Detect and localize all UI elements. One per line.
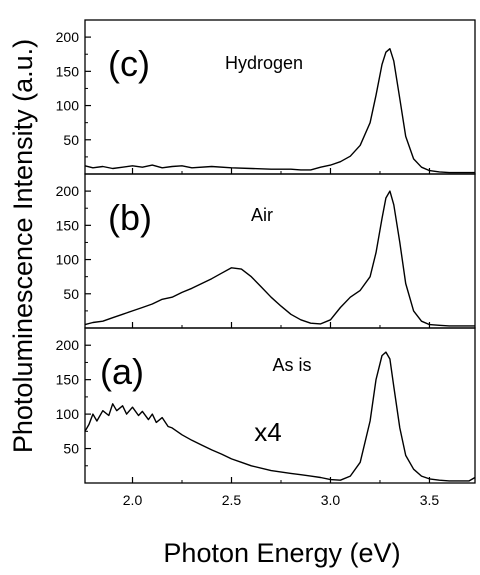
y-tick-label: 200 — [56, 337, 80, 353]
panel-label-b: (b) — [108, 197, 152, 238]
y-tick-label: 150 — [56, 372, 80, 388]
x-tick-label: 2.5 — [222, 492, 242, 508]
panel-a-frame — [84, 327, 476, 484]
panel-label-c: (c) — [108, 43, 150, 84]
y-tick-label: 200 — [56, 183, 80, 199]
panel-b: 50 100 150 200 (b) Air — [56, 173, 476, 329]
series-line-c — [84, 48, 475, 174]
y-tick-label: 50 — [63, 286, 79, 302]
scale-annotation: x4 — [254, 417, 281, 447]
panel-label-a: (a) — [100, 351, 144, 392]
y-tick-label: 150 — [56, 63, 80, 79]
x-tick-label: 3.5 — [420, 492, 440, 508]
series-line-b — [84, 190, 475, 327]
y-tick-label: 100 — [56, 406, 80, 422]
y-tick-label: 50 — [63, 441, 79, 457]
y-tick-label: 100 — [56, 98, 80, 114]
y-tick-label: 200 — [56, 29, 80, 45]
series-line-a — [84, 351, 476, 482]
panel-a: 50 100 150 200 (a) As is x4 — [56, 327, 476, 484]
panel-annotation-b: Air — [251, 205, 273, 225]
panel-annotation-c: Hydrogen — [225, 53, 303, 73]
x-tick-label: 2.0 — [123, 492, 143, 508]
x-axis-title: Photon Energy (eV) — [163, 538, 400, 568]
panel-annotation-a: As is — [272, 355, 311, 375]
x-tick-label: 3.0 — [321, 492, 341, 508]
y-tick-label: 50 — [63, 132, 79, 148]
panel-c: 50 100 150 200 (c) Hydrogen — [56, 19, 476, 175]
y-axis-title: Photoluminescence Intensity (a.u.) — [8, 39, 38, 453]
y-tick-label: 100 — [56, 252, 80, 268]
y-tick-label: 150 — [56, 217, 80, 233]
